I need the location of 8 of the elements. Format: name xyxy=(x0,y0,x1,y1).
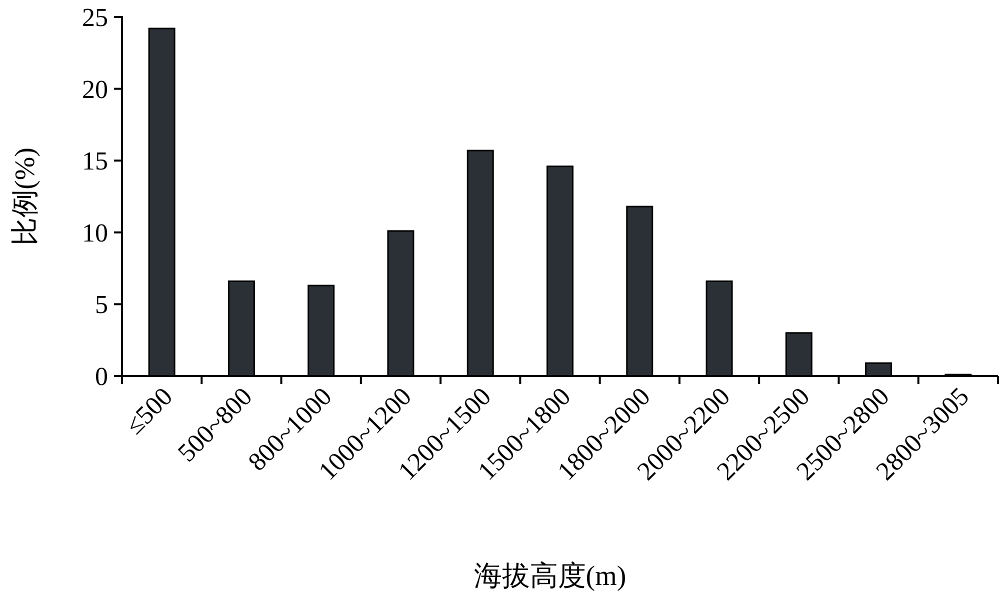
y-axis-title: 比例(%) xyxy=(10,148,41,246)
y-tick-label: 15 xyxy=(82,146,108,176)
y-tick-label: 20 xyxy=(82,74,108,104)
y-tick-label: 0 xyxy=(95,362,108,391)
x-axis-title: 海拔高度(m) xyxy=(474,561,626,592)
y-tick-label: 25 xyxy=(82,3,108,32)
y-tick-label: 10 xyxy=(82,218,108,248)
y-tick-label: 5 xyxy=(95,290,108,320)
